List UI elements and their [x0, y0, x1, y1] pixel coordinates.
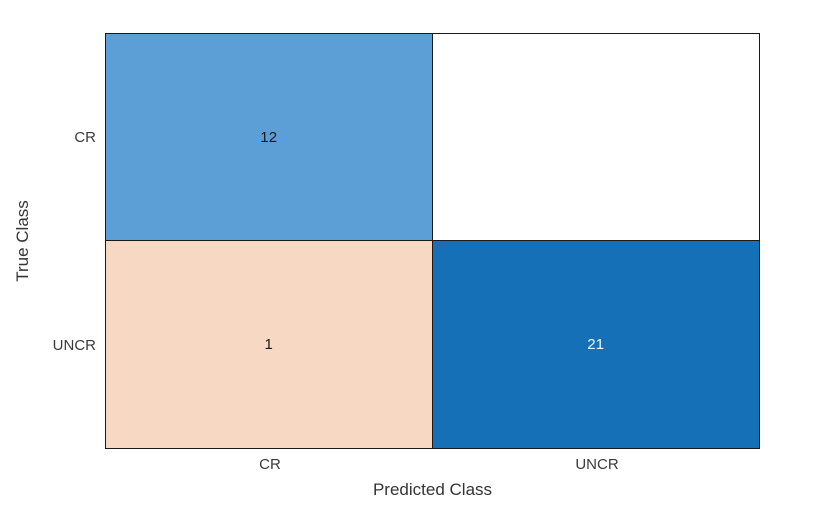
cell-value: 12	[260, 128, 278, 146]
y-axis-label: True Class	[13, 200, 32, 282]
confusion-matrix-plot: 12 1 21	[105, 33, 760, 449]
cell-value: 1	[264, 336, 274, 353]
x-tick-cr: CR	[259, 456, 281, 473]
matrix-cell-true-cr-pred-cr: 12	[106, 34, 433, 241]
y-tick-cr: CR	[74, 129, 96, 146]
x-tick-uncr: UNCR	[575, 456, 619, 473]
x-axis-label: Predicted Class	[372, 480, 493, 499]
y-tick-uncr: UNCR	[52, 337, 96, 354]
matrix-cell-true-uncr-pred-uncr: 21	[432, 241, 759, 448]
matrix-cell-true-uncr-pred-cr: 1	[106, 241, 433, 448]
cell-value: 21	[587, 336, 605, 353]
matrix-cell-true-cr-pred-uncr	[432, 34, 759, 241]
